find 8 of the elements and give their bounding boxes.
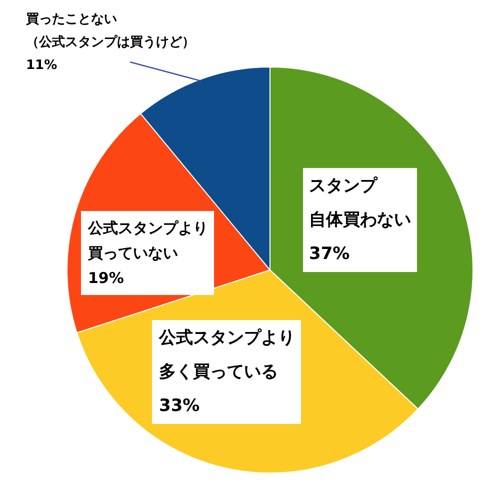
- slice-label: 公式スタンプより多く買っている: [158, 328, 295, 382]
- slice-label: スタンプ自体買わない: [309, 176, 411, 230]
- data-label: 19%: [88, 269, 124, 287]
- slice-label: 公式スタンプより買っていない: [87, 219, 208, 262]
- data-label: 11%: [26, 58, 58, 73]
- data-label: 33%: [159, 396, 200, 416]
- data-label: 37%: [309, 244, 350, 264]
- slice-label: 買ったことない（公式スタンプは買うけど）: [25, 12, 195, 50]
